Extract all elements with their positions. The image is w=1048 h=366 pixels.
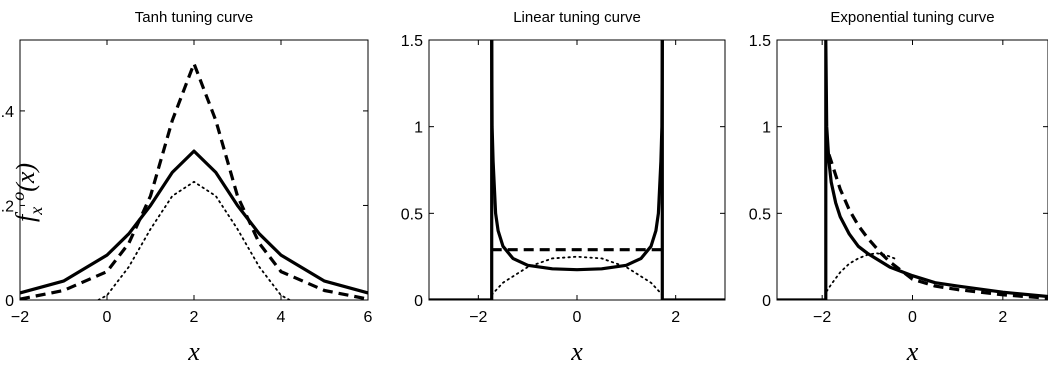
y-tick-label: 0 [762,293,771,310]
x-tick-label: 2 [998,309,1007,326]
chart-title: Exponential tuning curve [830,9,994,26]
y-axis-label-main: f [11,211,40,222]
plot-frame [776,39,1048,301]
x-axis-label: x [187,337,200,366]
x-tick-label: 4 [277,309,286,326]
y-axis-label: fxo(x) [8,163,46,222]
y-tick-label: 1 [414,120,423,137]
y-tick-label: 1.5 [749,33,771,50]
y-tick-label: 1 [762,120,771,137]
series-line-solid [429,40,494,300]
plot-frame [19,39,369,301]
x-axis-label: x [906,337,919,366]
x-tick-label: −2 [11,309,29,326]
series-line-dotted [825,252,896,293]
panel-linear: Linear tuning curve −2 0 2 0 0.5 1 1.5 x [401,9,726,366]
y-tick-label: 0.2 [0,198,14,215]
x-tick-label: 6 [364,309,373,326]
svg-text:fxo(x): fxo(x) [8,163,46,222]
series-line-solid [777,40,1048,300]
y-axis-label-sub: x [26,207,46,216]
series-line-solid [490,40,664,272]
series-line-dashed [827,153,1048,300]
x-tick-label: 2 [671,309,680,326]
y-tick-label: 1.5 [401,33,423,50]
x-tick-label: 0 [908,309,917,326]
series-line-solid [660,40,725,300]
x-tick-label: 2 [190,309,199,326]
y-axis-label-sup: o [8,192,28,201]
x-tick-label: 0 [103,309,112,326]
y-tick-label: 0.5 [749,206,771,223]
panel-exponential: Exponential tuning curve −2 0 2 0 0.5 1 1.5 x [749,9,1048,366]
y-tick-label: 0.5 [401,206,423,223]
series-line-dotted [490,255,664,296]
y-tick-label: 0 [414,293,423,310]
series-line-solid [20,149,368,295]
series-line-dashed [20,61,368,300]
x-tick-label: 0 [573,309,582,326]
y-tick-label: 0 [5,293,14,310]
series-line-dotted [97,180,291,300]
x-axis-label: x [570,337,583,366]
x-tick-label: −2 [813,309,831,326]
y-axis-label-arg: (x) [11,163,40,192]
chart-title: Linear tuning curve [513,9,641,26]
plot-frame [428,39,726,301]
chart-title: Tanh tuning curve [135,9,253,26]
x-tick-label: −2 [469,309,487,326]
y-tick-label: 0.4 [0,104,14,121]
panel-tanh: Tanh tuning curve−2024600.20.4x [0,9,373,366]
